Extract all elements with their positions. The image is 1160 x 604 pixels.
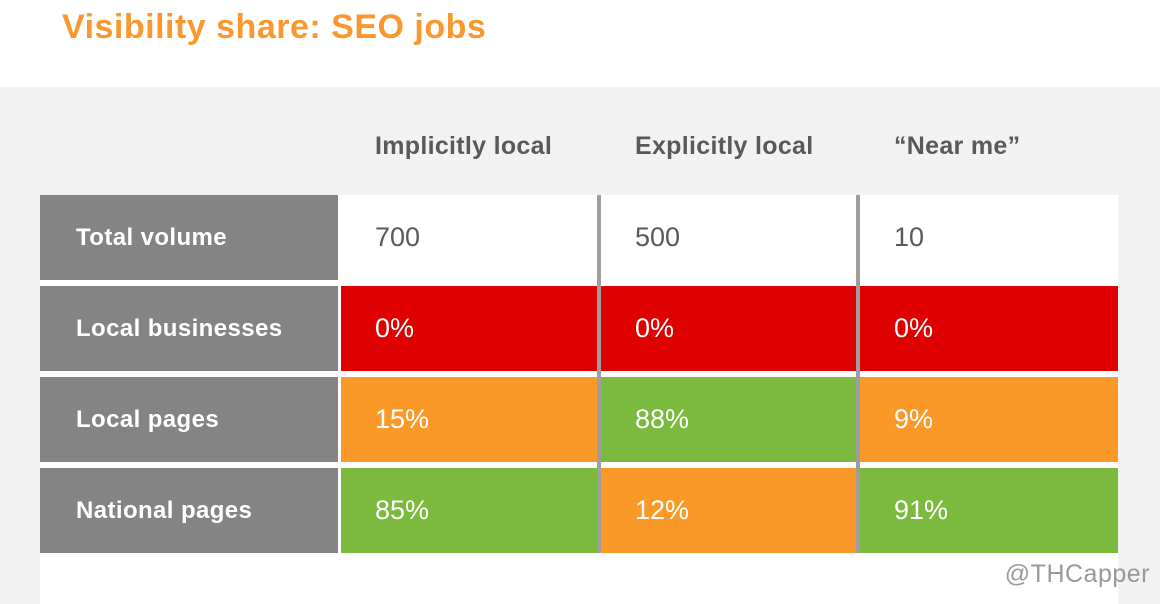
column-header-near-me: “Near me” xyxy=(894,131,1021,160)
row-header-local-pages: Local pages xyxy=(40,377,338,462)
table-cell-total-volume-near-me: 10 xyxy=(860,195,1118,280)
table-cell-total-volume-explicitly-local: 500 xyxy=(601,195,856,280)
table-cell-local-pages-near-me: 9% xyxy=(860,377,1118,462)
table-cell-local-businesses-near-me: 0% xyxy=(860,286,1118,371)
table-cell-national-pages-near-me: 91% xyxy=(860,468,1118,553)
row-header-national-pages: National pages xyxy=(40,468,338,553)
page-title: Visibility share: SEO jobs xyxy=(62,8,487,46)
column-divider-1 xyxy=(597,195,601,553)
table-cell-local-businesses-implicitly-local: 0% xyxy=(341,286,597,371)
row-header-local-businesses: Local businesses xyxy=(40,286,338,371)
chart-panel: Implicitly local Explicitly local “Near … xyxy=(0,87,1160,604)
column-header-implicitly-local: Implicitly local xyxy=(375,131,553,160)
table-cell-local-pages-explicitly-local: 88% xyxy=(601,377,856,462)
row-header-total-volume: Total volume xyxy=(40,195,338,280)
watermark-credit: @THCapper xyxy=(1004,560,1150,588)
table-cell-local-businesses-explicitly-local: 0% xyxy=(601,286,856,371)
table-cell-total-volume-implicitly-local: 700 xyxy=(341,195,597,280)
table-cell-national-pages-explicitly-local: 12% xyxy=(601,468,856,553)
column-header-explicitly-local: Explicitly local xyxy=(635,131,814,160)
column-divider-2 xyxy=(856,195,860,553)
table-cell-local-pages-implicitly-local: 15% xyxy=(341,377,597,462)
table-cell-national-pages-implicitly-local: 85% xyxy=(341,468,597,553)
